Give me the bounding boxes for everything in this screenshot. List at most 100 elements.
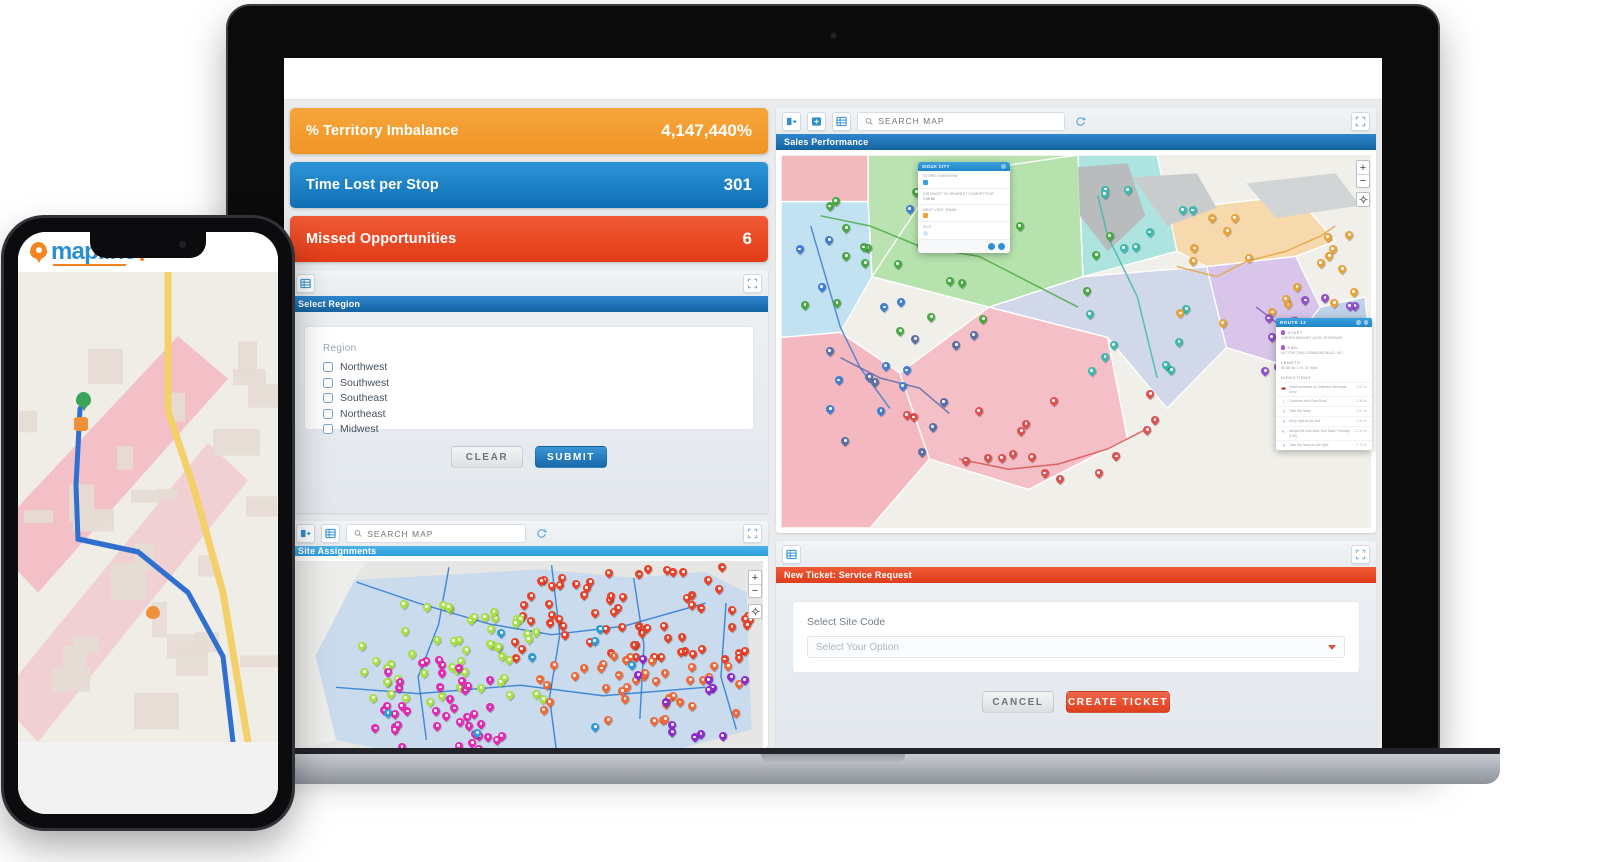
refresh-icon[interactable]	[1071, 112, 1090, 131]
route-header-icons[interactable]	[1356, 320, 1368, 325]
map-pin[interactable]	[492, 641, 504, 654]
map-pin[interactable]	[685, 599, 698, 612]
map-pin[interactable]	[1014, 220, 1026, 233]
map-pin[interactable]	[1110, 450, 1123, 463]
map-pin[interactable]	[916, 446, 928, 459]
map-pin[interactable]	[440, 710, 453, 723]
close-icon[interactable]	[1001, 164, 1006, 169]
map-pin[interactable]	[1336, 263, 1349, 276]
map-pin[interactable]	[578, 589, 591, 602]
cancel-button[interactable]: CANCEL	[982, 691, 1054, 713]
map-pin[interactable]	[463, 720, 475, 733]
map-pin[interactable]	[370, 655, 382, 668]
table-icon[interactable]	[782, 544, 801, 564]
map-pin[interactable]	[894, 325, 906, 338]
map-pin[interactable]	[695, 728, 707, 741]
map-pin[interactable]	[1173, 335, 1185, 349]
map-pin[interactable]	[473, 742, 485, 748]
panel-toggle-icon[interactable]	[296, 524, 315, 543]
map-pin[interactable]	[840, 222, 852, 235]
map-pin[interactable]	[508, 636, 521, 649]
map-pin[interactable]	[530, 687, 542, 701]
map-pin[interactable]	[603, 567, 615, 580]
locate-icon[interactable]	[749, 605, 761, 618]
zoom-in-button[interactable]: +	[751, 571, 759, 584]
map-pin[interactable]	[696, 643, 708, 656]
map-pin[interactable]	[1228, 211, 1241, 225]
phone-navigation-map[interactable]: Head east on West 250 South × 0 mph RECE…	[18, 272, 278, 742]
map-pin[interactable]	[1054, 472, 1066, 486]
map-pin[interactable]	[534, 673, 546, 686]
map-pin[interactable]	[632, 669, 645, 682]
map-pin[interactable]	[878, 301, 890, 314]
map-pin[interactable]	[689, 731, 701, 744]
locate-icon[interactable]	[1357, 193, 1369, 206]
map-pin[interactable]	[530, 626, 542, 639]
map-pin[interactable]	[543, 598, 556, 611]
map-pin[interactable]	[658, 620, 670, 633]
map-pin[interactable]	[595, 662, 608, 675]
map-pin[interactable]	[435, 690, 448, 703]
map-pin[interactable]	[396, 741, 408, 748]
map-pin[interactable]	[666, 719, 678, 732]
zoom-out-button[interactable]: −	[1357, 174, 1369, 187]
map-pin[interactable]	[900, 364, 913, 377]
map-pin[interactable]	[399, 691, 412, 705]
map-pin[interactable]	[394, 676, 406, 689]
map-pin[interactable]	[660, 696, 672, 709]
map-pin[interactable]	[538, 704, 550, 717]
map-pin[interactable]	[625, 659, 638, 672]
map-pin[interactable]	[739, 645, 751, 658]
table-icon[interactable]	[832, 111, 851, 131]
site-map-zoom-controls[interactable]: + −	[748, 570, 762, 598]
sales-map-zoom-controls[interactable]: + −	[1356, 160, 1370, 188]
map-pin[interactable]	[484, 701, 496, 714]
map-pin[interactable]	[1349, 300, 1361, 313]
map-pin[interactable]	[589, 635, 601, 648]
map-pin[interactable]	[594, 623, 606, 636]
map-pin[interactable]	[453, 634, 465, 647]
map-pin[interactable]	[553, 613, 565, 626]
map-pin[interactable]	[479, 611, 491, 624]
map-pin[interactable]	[944, 275, 956, 288]
map-pin[interactable]	[973, 405, 985, 418]
map-pin[interactable]	[910, 186, 922, 199]
map-pin[interactable]	[578, 662, 590, 675]
map-pin[interactable]	[1323, 250, 1336, 263]
map-pin[interactable]	[633, 620, 645, 633]
region-option-southeast[interactable]: Southeast	[323, 392, 735, 404]
map-pin[interactable]	[460, 644, 473, 657]
map-pin[interactable]	[1187, 255, 1200, 268]
map-pin[interactable]	[355, 640, 368, 653]
map-pin[interactable]	[616, 685, 629, 698]
map-pin[interactable]	[468, 708, 481, 721]
map-pin[interactable]	[605, 590, 617, 603]
site-code-select[interactable]: Select Your Option	[807, 636, 1345, 658]
map-pin[interactable]	[546, 580, 558, 593]
map-pin[interactable]	[904, 202, 916, 216]
zoom-out-button[interactable]: −	[749, 584, 761, 597]
map-pin[interactable]	[448, 702, 460, 715]
map-pin[interactable]	[840, 250, 852, 263]
map-pin[interactable]	[733, 677, 746, 691]
map-pin[interactable]	[869, 376, 881, 389]
map-pin[interactable]	[452, 662, 465, 675]
map-pin[interactable]	[616, 591, 629, 604]
map-pin[interactable]	[1280, 293, 1292, 306]
site-map-search[interactable]	[346, 524, 526, 543]
map-pin[interactable]	[395, 700, 408, 713]
map-pin[interactable]	[684, 674, 696, 687]
map-pin[interactable]	[1187, 204, 1199, 217]
map-pin[interactable]	[713, 583, 725, 596]
map-pin[interactable]	[544, 617, 556, 630]
create-ticket-button[interactable]: CREATE TICKET	[1066, 691, 1170, 713]
expand-icon[interactable]	[1351, 544, 1370, 564]
map-pin[interactable]	[455, 675, 468, 688]
map-pin[interactable]	[1217, 317, 1229, 330]
map-pin[interactable]	[455, 655, 467, 668]
map-pin[interactable]	[824, 403, 837, 416]
map-pin[interactable]	[1099, 350, 1111, 364]
checkbox[interactable]	[323, 424, 333, 434]
add-icon[interactable]	[807, 111, 826, 131]
map-pin[interactable]	[1026, 451, 1038, 464]
